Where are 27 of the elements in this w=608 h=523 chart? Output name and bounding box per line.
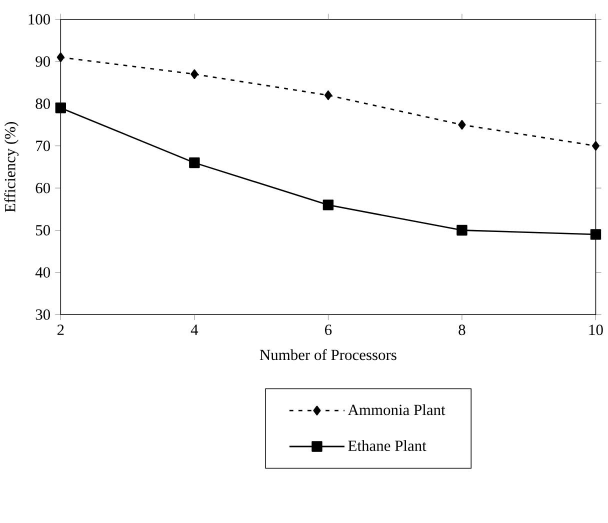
y-tick-label: 90 <box>36 56 50 67</box>
legend-label: Ethane Plant <box>348 440 426 451</box>
point <box>189 157 200 168</box>
y-tick-label: 40 <box>35 267 50 278</box>
x-tick-label: 2 <box>57 324 64 335</box>
y-tick-label: 60 <box>36 182 50 194</box>
x-tick-label: 4 <box>190 324 198 335</box>
x-tick-label: 8 <box>458 324 466 335</box>
legend-label: Ammonia Plant <box>348 404 446 416</box>
point <box>590 229 602 240</box>
x-axis-title: Number of Processors <box>260 349 396 360</box>
point <box>458 120 466 130</box>
y-tick-label: 80 <box>36 98 50 109</box>
y-tick-label: 70 <box>36 140 50 152</box>
point <box>56 52 64 62</box>
y-tick-label: 30 <box>36 309 50 320</box>
point <box>324 90 332 100</box>
x-tick-label: 10 <box>589 324 603 335</box>
x-tick-label: 6 <box>324 324 332 335</box>
y-tick-label: 100 <box>28 14 50 24</box>
point <box>190 69 198 79</box>
y-axis-title: Efficiency (%) <box>4 122 19 212</box>
point <box>592 140 600 151</box>
y-tick-label: 50 <box>36 224 50 236</box>
point <box>55 102 66 114</box>
point <box>456 224 468 236</box>
point <box>322 199 334 210</box>
